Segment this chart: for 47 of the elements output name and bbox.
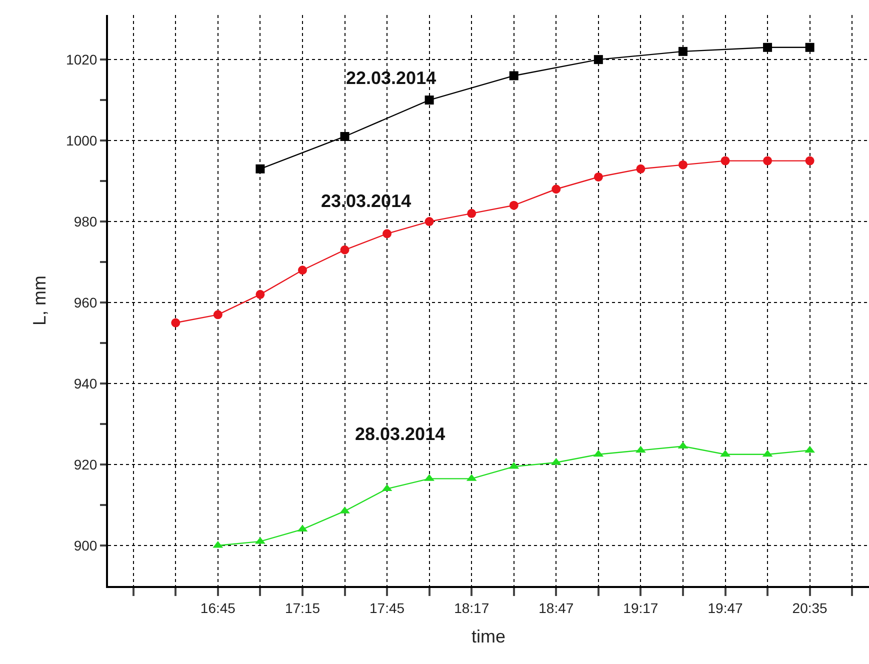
- point: [424, 96, 434, 105]
- point: [424, 217, 434, 226]
- point: [255, 536, 266, 544]
- point: [509, 200, 518, 210]
- series-label: 28.03.2014: [355, 424, 446, 444]
- point: [340, 132, 350, 141]
- y-tick-label: 900: [74, 537, 98, 554]
- point: [805, 42, 814, 52]
- point: [763, 42, 772, 52]
- point: [213, 310, 222, 320]
- y-tick-label: 980: [74, 213, 98, 230]
- point: [594, 55, 603, 64]
- point: [678, 160, 688, 170]
- point: [720, 156, 730, 166]
- y-tick-label: 960: [74, 294, 98, 310]
- point: [298, 266, 307, 275]
- point: [763, 156, 772, 166]
- point: [720, 450, 730, 457]
- point: [636, 446, 646, 453]
- point: [467, 208, 476, 218]
- y-tick-label: 1000: [66, 132, 98, 148]
- x-tick-label: 18:17: [454, 600, 490, 616]
- y-tick-label: 920: [74, 456, 98, 472]
- x-tick-label: 17:45: [370, 600, 405, 616]
- x-axis-title: time: [471, 626, 506, 646]
- series-label: 23.03.2014: [321, 191, 412, 211]
- point: [171, 318, 180, 328]
- series-label: 22.03.2014: [346, 68, 436, 88]
- x-tick-label: 17:15: [284, 600, 320, 616]
- x-tick-label: 16:45: [200, 600, 236, 616]
- x-tick-label: 19:17: [623, 600, 658, 616]
- point: [509, 71, 518, 80]
- point: [340, 245, 350, 254]
- point: [805, 156, 814, 166]
- y-tick-label: 1020: [66, 51, 98, 68]
- x-tick-label: 20:35: [792, 600, 828, 616]
- x-tick-label: 19:47: [708, 600, 743, 616]
- point: [256, 164, 265, 174]
- point: [678, 46, 688, 56]
- point: [594, 172, 603, 182]
- point: [552, 184, 561, 194]
- y-tick-label: 940: [74, 375, 98, 392]
- x-tick-label: 18:47: [538, 600, 574, 616]
- y-axis-title: L, mm: [30, 275, 50, 326]
- point: [382, 229, 392, 238]
- point: [636, 164, 646, 174]
- point: [256, 290, 265, 299]
